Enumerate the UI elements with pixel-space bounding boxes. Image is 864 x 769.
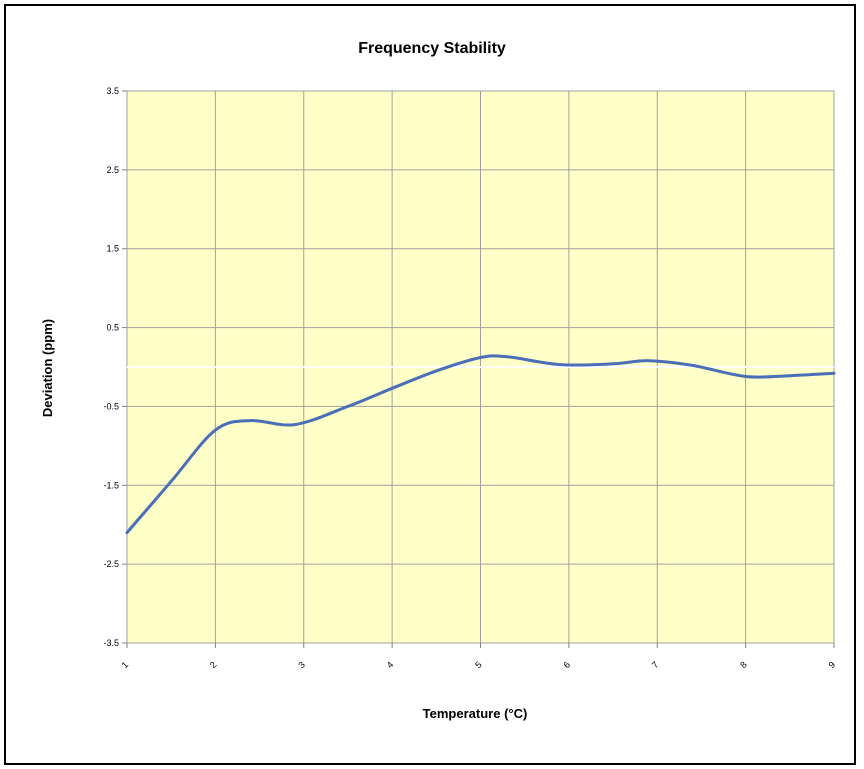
y-tick-label: -0.5 [103,401,119,411]
y-tick-label: -3.5 [103,638,119,648]
y-tick-label: -2.5 [103,559,119,569]
x-tick-label: 6 [561,660,572,671]
series-layer [125,354,836,535]
grid-lines [122,90,835,648]
x-tick-label: 8 [738,660,749,671]
x-tick-label: 4 [385,660,396,671]
y-tick-label: 3.5 [106,86,119,96]
x-tick-labels: 1 2 3 4 5 6 7 8 9 [120,660,838,671]
y-tick-labels: 3.5 2.5 1.5 0.5 -0.5 -1.5 -2.5 -3.5 [103,86,119,648]
x-tick-label: 2 [208,660,219,671]
y-axis-title: Deviation (ppm) [40,319,55,417]
x-tick-label: 1 [120,660,131,671]
x-axis-title: Temperature (°C) [423,706,528,721]
y-tick-label: -1.5 [103,480,119,490]
x-tick-label: 9 [827,660,838,671]
x-tick-label: 5 [473,660,484,671]
x-tick-label: 3 [296,660,307,671]
x-tick-label: 7 [650,660,661,671]
y-tick-label: 0.5 [106,323,119,333]
y-tick-label: 2.5 [106,165,119,175]
y-tick-label: 1.5 [106,244,119,254]
chart-title: Frequency Stability [358,40,506,57]
series-line [125,354,836,535]
